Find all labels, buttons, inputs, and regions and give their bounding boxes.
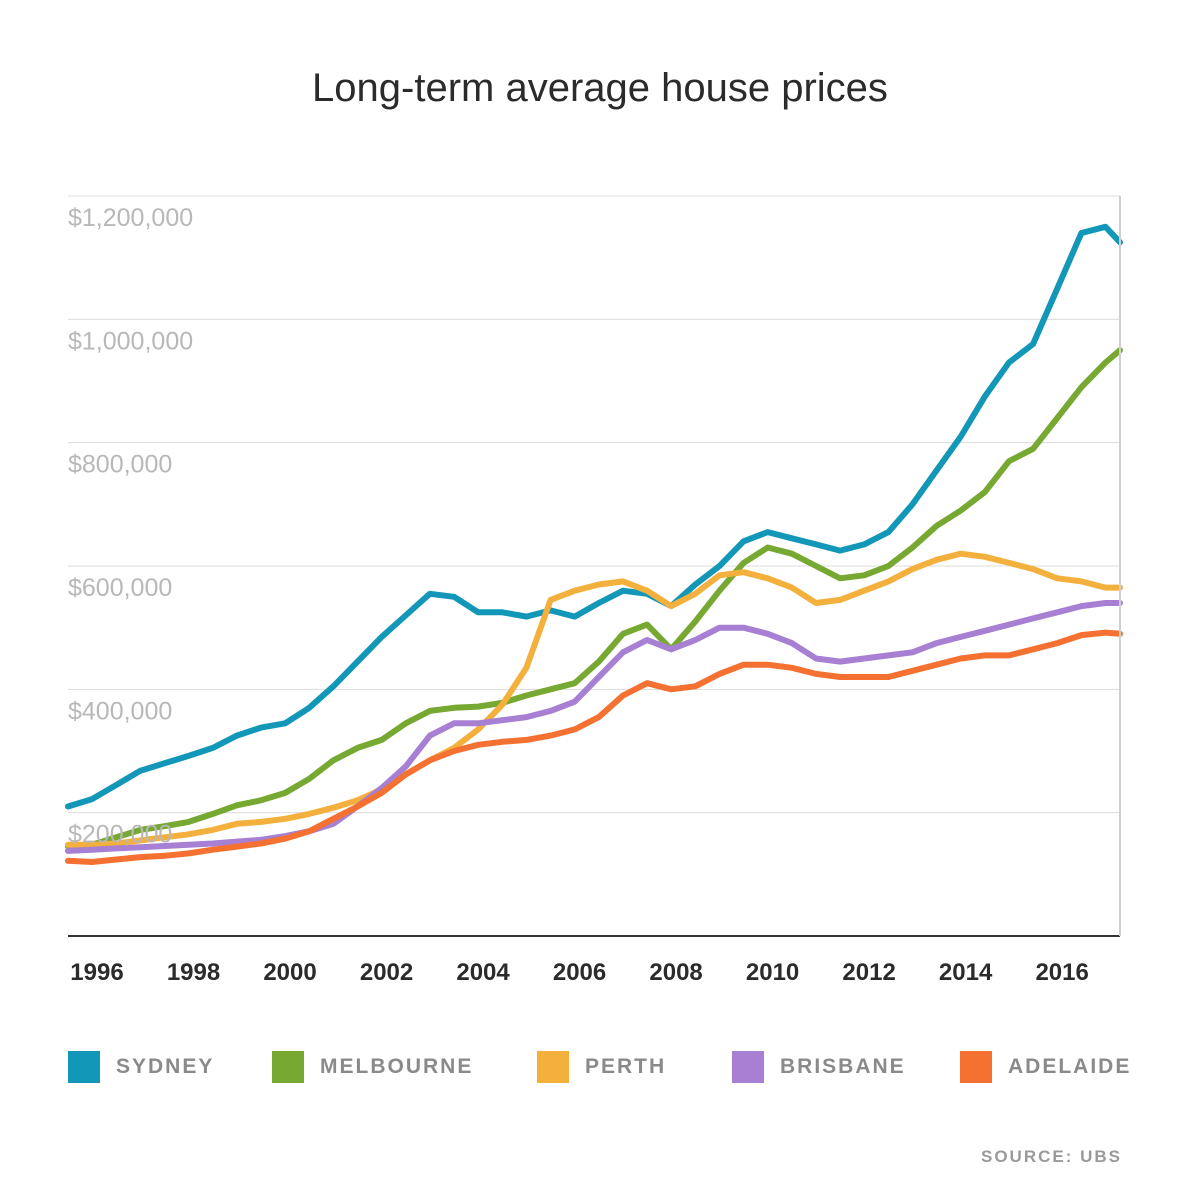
legend-swatch: [732, 1051, 764, 1083]
series-line-melbourne: [65, 347, 1123, 850]
legend-item-melbourne: MELBOURNE: [272, 1050, 473, 1084]
x-tick-label: 2002: [360, 959, 413, 986]
series-line-brisbane: [65, 600, 1123, 854]
legend-label: PERTH: [585, 1055, 667, 1078]
legend-swatch: [960, 1051, 992, 1083]
x-tick-label: 2008: [649, 959, 702, 986]
x-tick-label: 2006: [553, 959, 606, 986]
y-tick-label: $800,000: [68, 451, 172, 479]
series-line-sydney: [65, 223, 1123, 810]
x-tick-label: 2016: [1035, 959, 1088, 986]
x-tick-label: 1998: [167, 959, 220, 986]
legend-swatch: [537, 1051, 569, 1083]
y-tick-label: $1,200,000: [68, 204, 193, 232]
legend-label: SYDNEY: [116, 1055, 215, 1078]
legend-item-adelaide: ADELAIDE: [960, 1050, 1131, 1084]
legend-item-sydney: SYDNEY: [68, 1050, 214, 1084]
x-tick-label: 2000: [263, 959, 316, 986]
legend-item-brisbane: BRISBANE: [732, 1050, 906, 1084]
x-tick-label: 2014: [939, 959, 993, 986]
legend-label: BRISBANE: [780, 1055, 906, 1078]
source-label: SOURCE: UBS: [980, 1147, 1122, 1166]
legend-label: MELBOURNE: [320, 1055, 474, 1078]
axes: [68, 196, 1121, 937]
legend-swatch: [272, 1051, 304, 1083]
x-tick-label: 2004: [456, 959, 510, 986]
chart-title: Long-term average house prices: [312, 66, 888, 110]
y-tick-label: $600,000: [68, 574, 172, 602]
x-axis-ticks: 1996 1998 2000 2002 2004 2006 2008 2010 2012 2014…: [70, 959, 1089, 986]
grid-lines: [68, 195, 1120, 814]
series-line-adelaide: [65, 629, 1123, 865]
legend-swatch: [68, 1051, 100, 1083]
x-tick-label: 1996: [70, 959, 123, 986]
legend-label: ADELAIDE: [1008, 1055, 1132, 1078]
legend: SYDNEY MELBOURNE PERTH BRISBANE ADELAIDE: [0, 1050, 1200, 1084]
x-tick-label: 2010: [746, 959, 799, 986]
y-tick-label: $400,000: [68, 697, 172, 725]
series-lines: [65, 223, 1123, 865]
series-line-perth: [65, 550, 1123, 848]
legend-item-perth: PERTH: [537, 1050, 666, 1084]
y-tick-label: $1,000,000: [68, 327, 193, 355]
y-tick-label: $200,000: [68, 821, 172, 849]
x-tick-label: 2012: [842, 959, 895, 986]
y-axis-ticks: $200,000 $400,000 $600,000 $800,000 $1,000,0…: [68, 204, 193, 849]
